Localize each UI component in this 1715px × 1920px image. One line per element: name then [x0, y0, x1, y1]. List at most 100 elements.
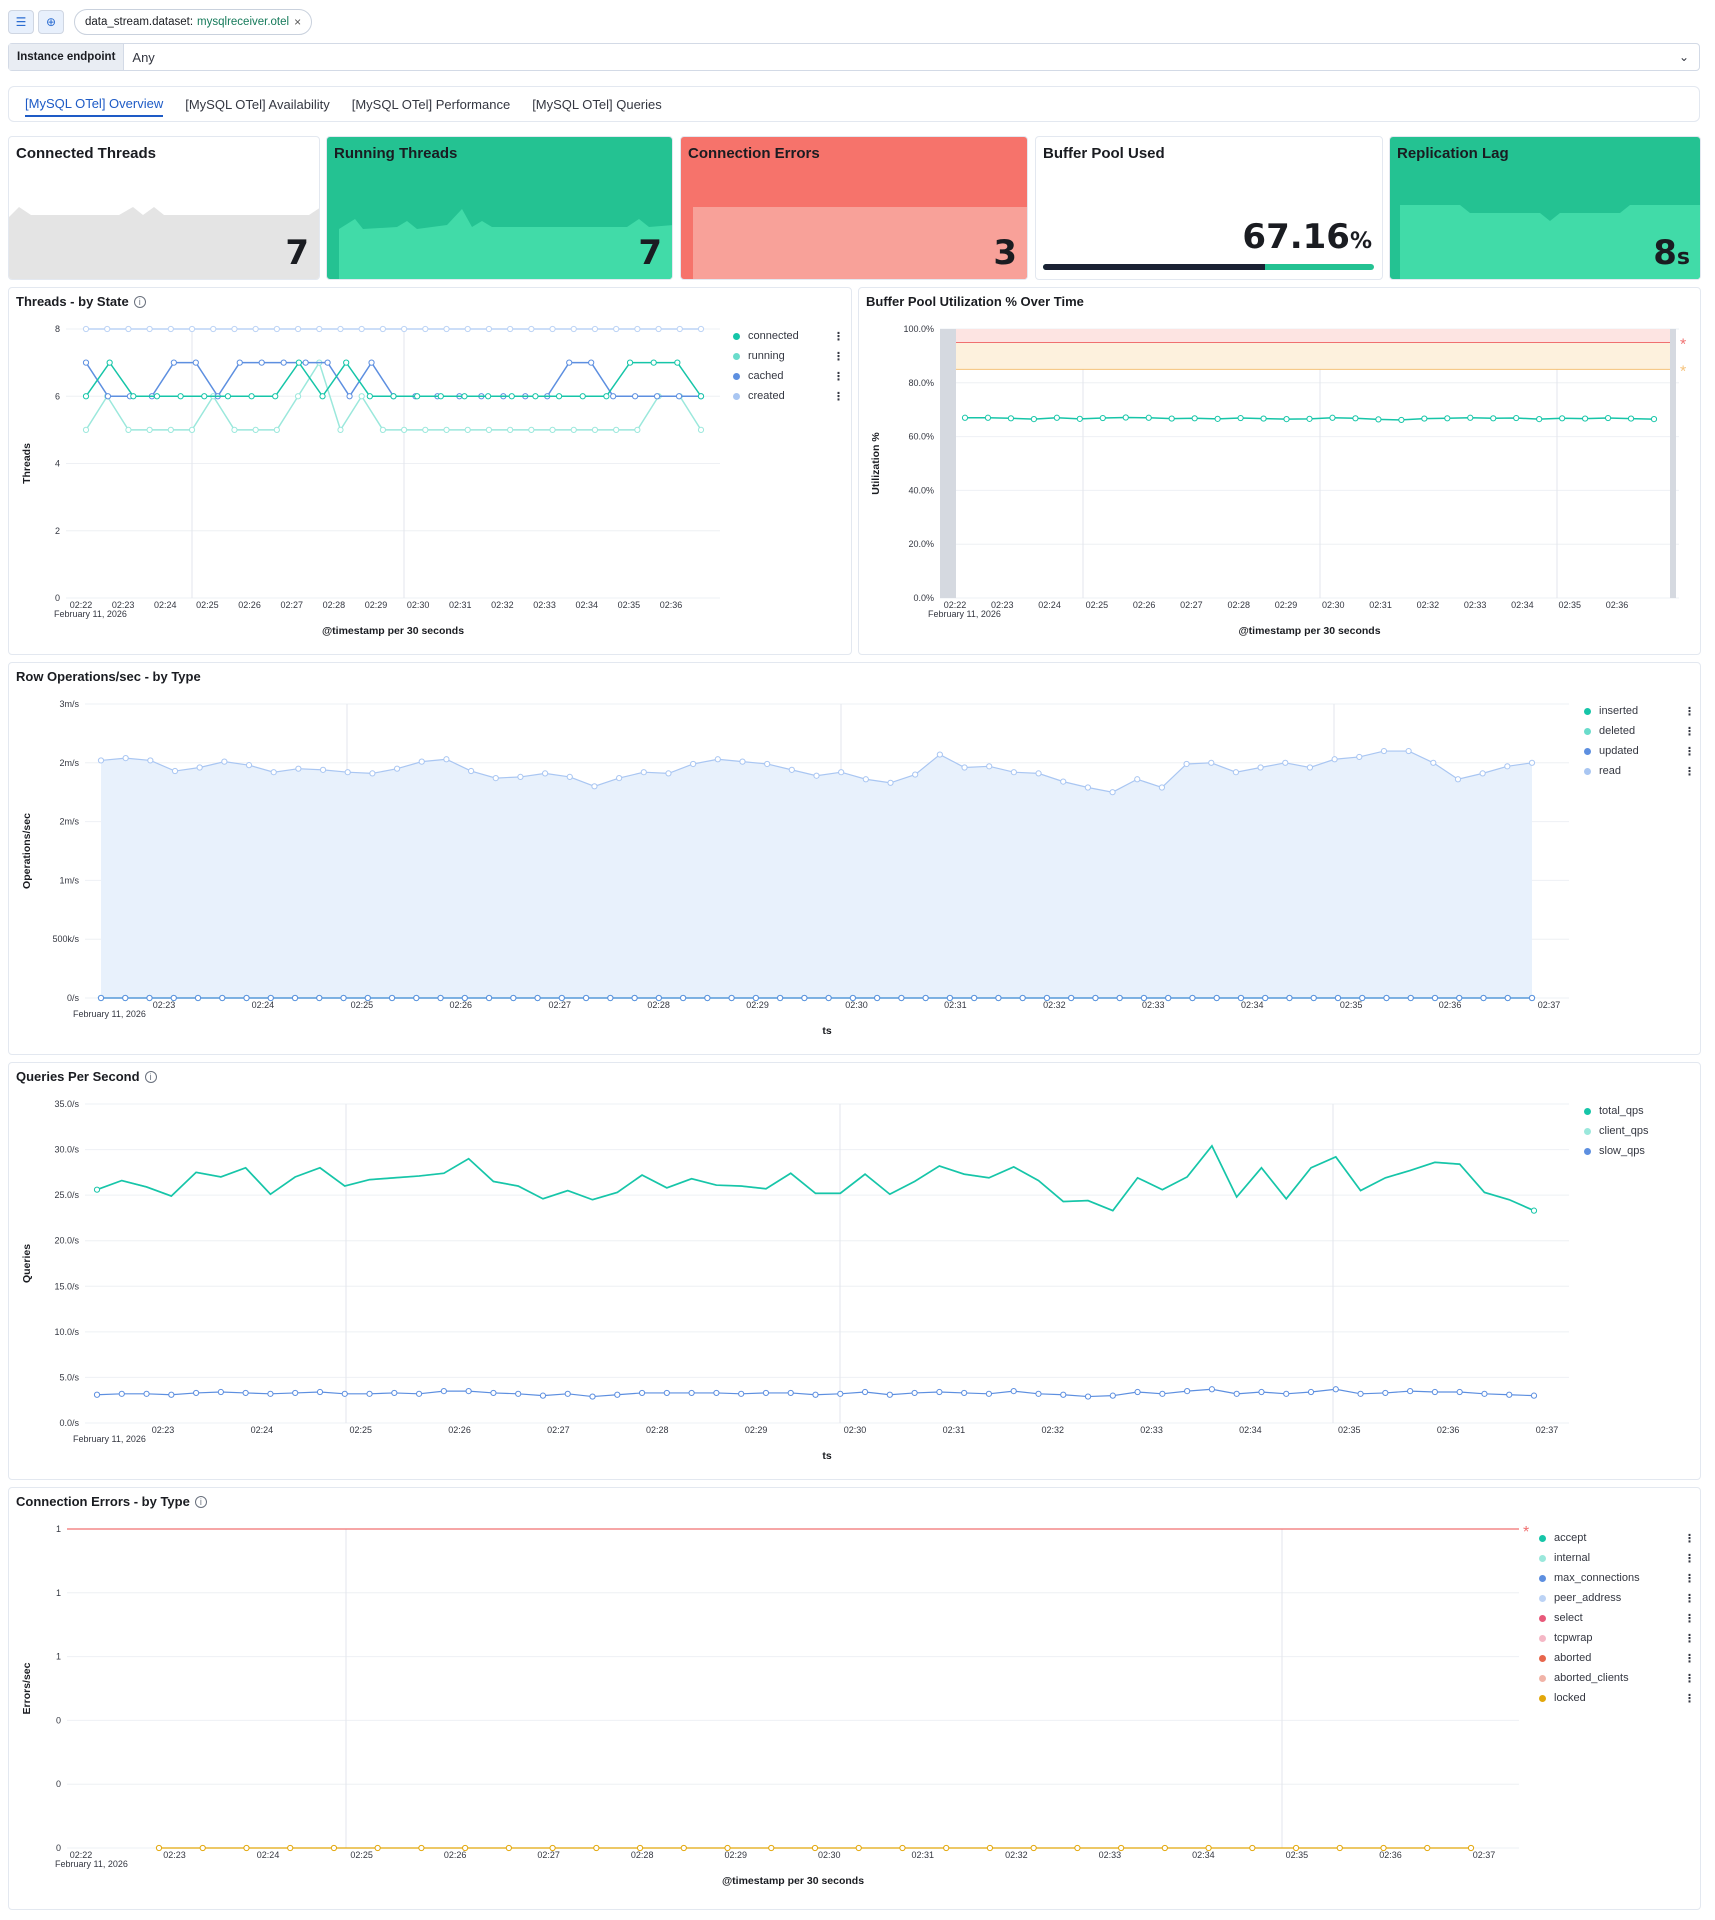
x-tick-label: 02:26: [1133, 600, 1156, 610]
legend-item[interactable]: accept ⋮: [1539, 1528, 1695, 1548]
data-point: [626, 359, 634, 366]
data-point: [1627, 415, 1635, 422]
x-axis-title: @timestamp per 30 seconds: [1238, 625, 1380, 637]
data-point: [1650, 416, 1658, 423]
y-tick-label: 10.0/s: [54, 1327, 79, 1337]
data-point: [1286, 994, 1293, 1002]
legend-item[interactable]: slow_qps: [1584, 1141, 1694, 1161]
series-line: [85, 361, 702, 398]
remove-filter-icon[interactable]: ×: [294, 15, 302, 29]
data-point: [676, 325, 683, 333]
data-point: [231, 426, 238, 433]
legend-item[interactable]: inserted ⋮: [1584, 701, 1695, 721]
y-tick-label: 60.0%: [908, 432, 934, 442]
data-point: [443, 325, 450, 333]
x-tick-label: 02:26: [238, 600, 261, 610]
data-point: [1444, 415, 1451, 422]
data-point: [898, 994, 905, 1002]
legend-item[interactable]: created ⋮: [733, 386, 844, 406]
x-tick-label: 02:23: [112, 600, 135, 610]
data-point: [986, 763, 993, 770]
data-point: [146, 994, 153, 1002]
data-point: [1158, 784, 1166, 791]
tab-availability[interactable]: [MySQL OTel] Availability: [185, 96, 330, 112]
metric-title: Connection Errors: [688, 145, 820, 162]
legend-item[interactable]: aborted ⋮: [1539, 1648, 1695, 1668]
data-point: [217, 1388, 224, 1396]
data-point: [1456, 994, 1463, 1002]
tab-performance[interactable]: [MySQL OTel] Performance: [351, 96, 511, 112]
date-label: February 11, 2026: [55, 1859, 128, 1869]
add-filter-button[interactable]: ⊕: [38, 10, 64, 34]
chevron-down-icon[interactable]: ⌄: [1678, 50, 1690, 64]
chart-legend: accept ⋮ internal ⋮ max_connections ⋮ peer_…: [1539, 1528, 1695, 1708]
legend-item[interactable]: connected ⋮: [733, 326, 844, 346]
data-point: [295, 359, 302, 366]
data-point: [374, 1844, 381, 1852]
legend-item[interactable]: aborted_clients ⋮: [1539, 1668, 1695, 1688]
data-point: [258, 359, 265, 366]
data-point: [341, 1390, 348, 1397]
data-point: [1205, 1844, 1212, 1852]
legend-item[interactable]: internal ⋮: [1539, 1548, 1695, 1568]
data-point: [838, 769, 845, 776]
metric-title: Replication Lag: [1397, 145, 1509, 162]
data-point: [613, 325, 620, 333]
y-tick-label: 25.0/s: [54, 1190, 79, 1200]
data-point: [1191, 415, 1198, 422]
data-point: [177, 393, 184, 400]
x-tick-label: 02:24: [1038, 600, 1061, 610]
legend-item[interactable]: updated ⋮: [1584, 741, 1695, 761]
tab-overview[interactable]: [MySQL OTel] Overview: [25, 92, 164, 117]
info-icon[interactable]: i: [144, 1070, 157, 1083]
data-point: [358, 325, 365, 333]
legend-item[interactable]: deleted ⋮: [1584, 721, 1695, 741]
threshold-warning-band: [956, 342, 1670, 370]
metric-title: Running Threads: [334, 145, 458, 162]
data-point: [1116, 994, 1123, 1002]
x-tick-label: 02:24: [251, 1425, 274, 1435]
legend-item[interactable]: locked ⋮: [1539, 1688, 1695, 1708]
y-axis-title: Operations/sec: [21, 813, 33, 889]
legend-item[interactable]: total_qps: [1584, 1101, 1694, 1121]
legend-item[interactable]: select ⋮: [1539, 1608, 1695, 1628]
legend-item[interactable]: client_qps: [1584, 1121, 1694, 1141]
x-tick-label: 02:23: [153, 1000, 176, 1010]
data-point: [558, 994, 565, 1002]
data-point: [1398, 416, 1405, 424]
info-icon[interactable]: i: [133, 295, 146, 308]
legend-item[interactable]: cached ⋮: [733, 366, 844, 386]
data-point: [849, 994, 856, 1002]
metric-buffer-pool-used: Buffer Pool Used 67.16%: [1035, 136, 1383, 280]
data-point: [1109, 789, 1116, 796]
data-point: [337, 426, 344, 433]
instance-endpoint-control[interactable]: Instance endpoint Any ⌄: [8, 43, 1700, 71]
data-point: [811, 1844, 819, 1852]
data-point: [1109, 1392, 1116, 1399]
data-point: [665, 770, 672, 777]
legend-item[interactable]: max_connections ⋮: [1539, 1568, 1695, 1588]
data-point: [984, 414, 992, 421]
legend-item[interactable]: tcpwrap ⋮: [1539, 1628, 1695, 1648]
data-point: [443, 756, 450, 763]
info-icon[interactable]: i: [194, 1495, 207, 1508]
data-point: [194, 994, 202, 1002]
legend-item[interactable]: read ⋮: [1584, 761, 1695, 781]
legend-item[interactable]: running ⋮: [733, 346, 844, 366]
data-point: [168, 1391, 175, 1398]
data-point: [467, 767, 475, 775]
data-point: [462, 1844, 469, 1852]
filter-pill[interactable]: data_stream.dataset: mysqlreceiver.otel …: [74, 9, 313, 35]
legend-item[interactable]: peer_address ⋮: [1539, 1588, 1695, 1608]
tab-queries[interactable]: [MySQL OTel] Queries: [532, 96, 662, 112]
filter-options-button[interactable]: ☰: [8, 10, 34, 34]
data-point: [1189, 994, 1196, 1002]
metric-connection-errors: Connection Errors 3: [680, 136, 1028, 280]
data-point: [242, 1389, 249, 1397]
x-tick-label: 02:27: [1180, 600, 1203, 610]
data-point: [946, 994, 953, 1002]
data-point: [911, 1389, 918, 1397]
x-tick-label: 02:23: [163, 1850, 186, 1860]
data-point: [1035, 1390, 1042, 1397]
data-point: [507, 426, 514, 433]
